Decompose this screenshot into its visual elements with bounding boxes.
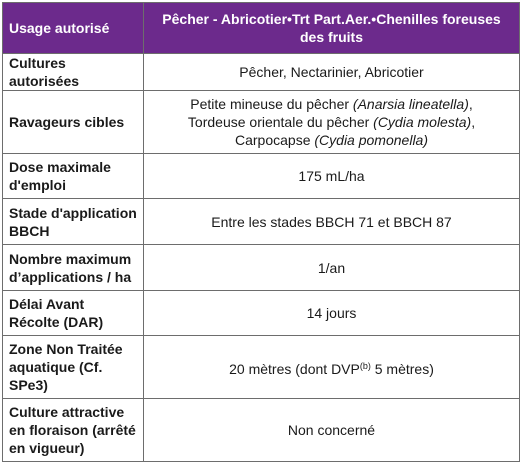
pest-line: Carpocapse (Cydia pomonella) [235, 132, 428, 148]
table-row-ravageurs: Ravageurs cibles Petite mineuse du pêche… [2, 90, 520, 154]
row-label-floraison: Culture attractive en floraison (arrêté … [2, 398, 144, 462]
row-value-znt: 20 mètres (dont DVP(b) 5 mètres) [143, 335, 520, 399]
pest-line: Tordeuse orientale du pêcher (Cydia mole… [187, 114, 476, 130]
row-value-nombre: 1/an [143, 244, 520, 291]
row-value-dose: 175 mL/ha [143, 153, 520, 199]
row-label-ravageurs: Ravageurs cibles [2, 90, 144, 154]
row-label-dose: Dose maximale d'emploi [2, 153, 144, 199]
table-header-row: Usage autorisé Pêcher - Abricotier•Trt P… [2, 2, 520, 54]
row-label-znt: Zone Non Traitée aquatique (Cf. SPe3) [2, 335, 144, 399]
table-row-dose: Dose maximale d'emploi 175 mL/ha [2, 153, 520, 199]
pest-line: Petite mineuse du pêcher (Anarsia lineat… [190, 96, 473, 112]
row-value-cultures: Pêcher, Nectarinier, Abricotier [143, 53, 520, 91]
row-value-dar: 14 jours [143, 290, 520, 336]
table-row-dar: Délai Avant Récolte (DAR) 14 jours [2, 290, 520, 336]
table-row-stade: Stade d'application BBCH Entre les stade… [2, 198, 520, 245]
header-usage-label: Usage autorisé [2, 2, 144, 54]
header-usage-value: Pêcher - Abricotier•Trt Part.Aer.•Chenil… [143, 2, 520, 54]
table-row-floraison: Culture attractive en floraison (arrêté … [2, 398, 520, 462]
row-label-cultures: Cultures autorisées [2, 53, 144, 91]
footnote-marker: (b) [359, 360, 371, 371]
table-row-nombre: Nombre maximum d’applications / ha 1/an [2, 244, 520, 291]
row-label-stade: Stade d'application BBCH [2, 198, 144, 245]
row-label-dar: Délai Avant Récolte (DAR) [2, 290, 144, 336]
row-value-floraison: Non concerné [143, 398, 520, 462]
row-label-nombre: Nombre maximum d’applications / ha [2, 244, 144, 291]
table-row-znt: Zone Non Traitée aquatique (Cf. SPe3) 20… [2, 335, 520, 399]
table-row-cultures: Cultures autorisées Pêcher, Nectarinier,… [2, 53, 520, 91]
row-value-ravageurs: Petite mineuse du pêcher (Anarsia lineat… [143, 90, 520, 154]
row-value-stade: Entre les stades BBCH 71 et BBCH 87 [143, 198, 520, 245]
